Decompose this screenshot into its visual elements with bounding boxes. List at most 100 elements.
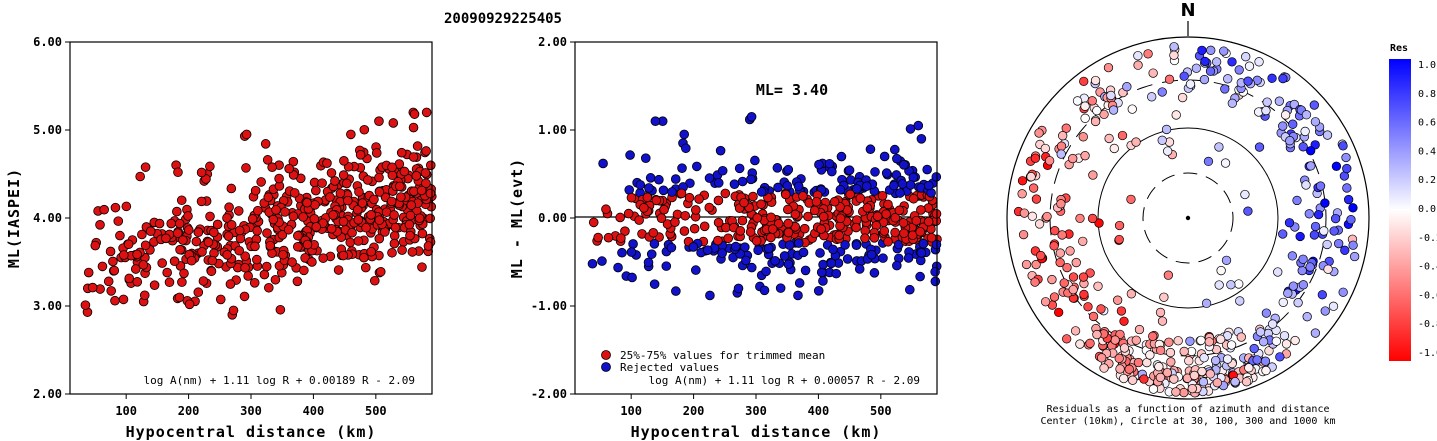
polar-point bbox=[1097, 353, 1107, 363]
polar-point bbox=[1221, 255, 1232, 265]
data-point bbox=[421, 107, 432, 118]
rejected-point bbox=[644, 183, 654, 193]
trimmed-point bbox=[766, 212, 776, 223]
data-point bbox=[260, 139, 271, 149]
polar-point bbox=[1187, 383, 1197, 394]
colorbar-ticks: 1.0 0.8 0.6 0.4 0.2 0.0 -0.2 -0.4 -0.6 -0.8 -1.0 bbox=[1418, 60, 1437, 359]
polar-point bbox=[1159, 292, 1169, 302]
data-point bbox=[157, 258, 167, 268]
polar-point bbox=[1243, 76, 1253, 86]
data-point bbox=[83, 267, 94, 278]
polar-point bbox=[1241, 377, 1252, 387]
trimmed-point bbox=[689, 223, 700, 234]
polar-point bbox=[1274, 96, 1284, 106]
data-point bbox=[405, 230, 415, 241]
polar-point bbox=[1244, 61, 1255, 71]
colorbar-tick-label: 0.0 bbox=[1418, 204, 1436, 215]
data-point bbox=[405, 210, 416, 221]
trimmed-point bbox=[890, 227, 900, 238]
data-point bbox=[121, 201, 132, 212]
data-point bbox=[353, 215, 364, 225]
trimmed-point bbox=[816, 224, 826, 234]
left-scatter-panel: 100 200 300 400 500 2.00 3.00 4.00 5.00 6.00 Hypo… bbox=[5, 35, 437, 441]
data-point bbox=[113, 216, 124, 226]
data-point bbox=[369, 275, 380, 286]
polar-point bbox=[1279, 331, 1290, 341]
polar-point bbox=[1169, 42, 1179, 52]
data-point bbox=[259, 269, 270, 280]
polar-point bbox=[1031, 194, 1042, 204]
polar-point bbox=[1113, 295, 1123, 305]
data-point bbox=[240, 251, 250, 261]
rejected-point bbox=[842, 254, 853, 264]
data-point bbox=[106, 286, 117, 296]
polar-point bbox=[1055, 257, 1065, 268]
polar-point bbox=[1161, 124, 1172, 135]
trimmed-point bbox=[883, 236, 893, 247]
data-point bbox=[249, 278, 260, 288]
rejected-point bbox=[818, 276, 828, 286]
colorbar-gradient bbox=[1389, 59, 1411, 361]
polar-point bbox=[1328, 301, 1339, 311]
polar-point bbox=[1068, 284, 1078, 295]
data-point bbox=[406, 200, 417, 210]
polar-point bbox=[1027, 211, 1038, 221]
data-point bbox=[322, 158, 332, 168]
data-point bbox=[362, 175, 373, 185]
polar-point bbox=[1164, 74, 1175, 84]
polar-point bbox=[1034, 219, 1045, 229]
rejected-point bbox=[688, 242, 699, 252]
colorbar-tick-label: -1.0 bbox=[1418, 348, 1437, 359]
data-point bbox=[175, 244, 185, 255]
polar-point bbox=[1278, 229, 1288, 239]
polar-point bbox=[1344, 194, 1354, 205]
polar-point bbox=[1068, 272, 1079, 282]
polar-point bbox=[1059, 278, 1069, 288]
polar-point bbox=[1278, 73, 1288, 84]
data-point bbox=[226, 220, 237, 230]
left-points-layer bbox=[80, 107, 437, 320]
rejected-point bbox=[826, 258, 837, 269]
polar-point bbox=[1227, 98, 1237, 108]
polar-point bbox=[1044, 156, 1055, 166]
data-point bbox=[396, 192, 406, 202]
polar-point bbox=[1040, 143, 1050, 154]
mid-ticks: 100 200 300 400 500 -2.00 -1.00 0.00 1.00 2.00 bbox=[531, 35, 892, 418]
rejected-point bbox=[679, 129, 690, 140]
data-point bbox=[193, 227, 204, 238]
data-point bbox=[284, 163, 294, 174]
polar-point bbox=[1205, 369, 1215, 379]
polar-point bbox=[1030, 277, 1040, 287]
polar-point bbox=[1262, 97, 1272, 107]
data-point bbox=[338, 250, 349, 261]
trimmed-point bbox=[752, 213, 763, 223]
data-point bbox=[425, 160, 436, 171]
polar-point bbox=[1040, 297, 1051, 307]
rejected-point bbox=[733, 283, 744, 294]
data-point bbox=[270, 274, 281, 285]
trimmed-point bbox=[811, 196, 822, 207]
data-point bbox=[105, 246, 116, 257]
data-point bbox=[252, 254, 262, 265]
polar-point bbox=[1162, 367, 1172, 378]
trimmed-point bbox=[783, 218, 794, 229]
rejected-point bbox=[903, 253, 914, 263]
y-tick-label: 2.00 bbox=[33, 387, 62, 401]
data-point bbox=[166, 218, 177, 229]
polar-point bbox=[1090, 116, 1101, 127]
polar-point bbox=[1163, 270, 1174, 280]
rejected-point bbox=[813, 285, 824, 296]
polar-point bbox=[1056, 149, 1066, 159]
rejected-point bbox=[783, 259, 794, 269]
polar-point bbox=[1254, 142, 1265, 152]
center-dot bbox=[1185, 215, 1191, 221]
polar-point bbox=[1322, 130, 1333, 140]
trimmed-point bbox=[588, 217, 599, 228]
trimmed-point bbox=[834, 230, 844, 241]
data-point bbox=[241, 129, 252, 140]
polar-point bbox=[1157, 316, 1168, 326]
x-tick-label: 400 bbox=[808, 404, 830, 418]
trimmed-point bbox=[780, 189, 791, 200]
rejected-point bbox=[626, 247, 637, 257]
rejected-point bbox=[827, 166, 837, 177]
